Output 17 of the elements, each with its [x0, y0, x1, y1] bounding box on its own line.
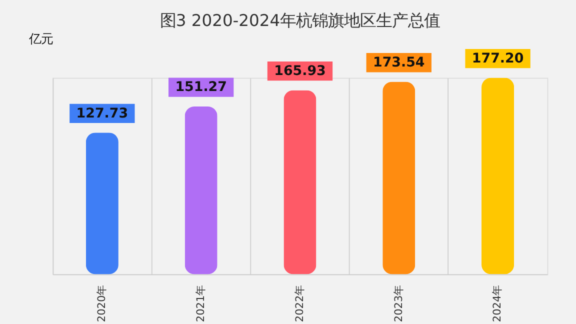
data-label: 177.20 [472, 51, 524, 66]
x-tick-label: 2024年 [492, 284, 504, 322]
chart-title: 图3 2020-2024年杭锦旗地区生产总值 [160, 10, 440, 30]
y-axis-title: 亿元 [28, 31, 53, 46]
x-tick-label: 2020年 [96, 284, 108, 322]
data-label: 173.54 [373, 55, 425, 70]
data-label: 151.27 [175, 80, 227, 96]
bar [86, 132, 118, 274]
x-tick-label: 2022年 [294, 284, 306, 322]
data-label: 165.93 [274, 64, 326, 79]
bar [284, 90, 316, 274]
bar [482, 78, 514, 274]
bar [382, 82, 416, 274]
data-label: 127.73 [76, 106, 128, 122]
x-tick-label: 2023年 [392, 284, 405, 322]
x-tick-label: 2021年 [194, 284, 207, 322]
bar [184, 106, 218, 274]
